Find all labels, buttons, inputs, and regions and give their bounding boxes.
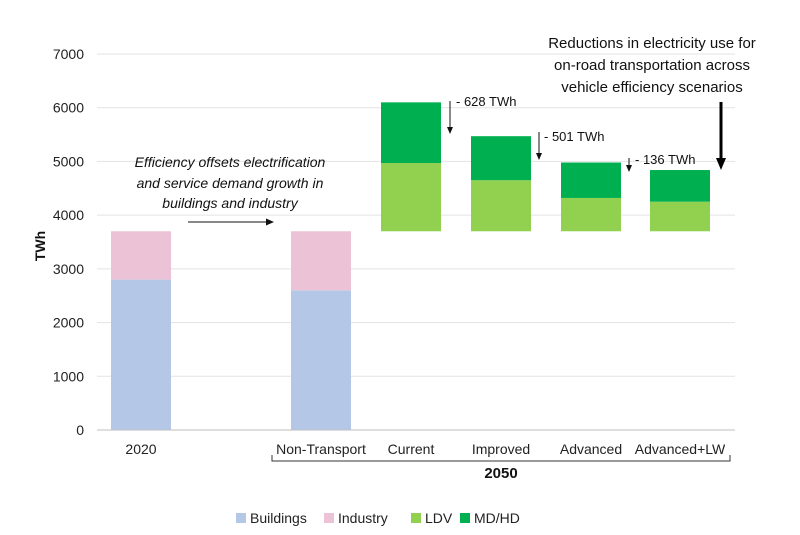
x-category-label: Current [388, 441, 435, 457]
efficiency-annotation: Efficiency offsets electrification and s… [135, 154, 326, 226]
y-tick-label: 1000 [53, 368, 84, 384]
delta-label-1: - 628 TWh [456, 94, 516, 109]
efficiency-line-1: Efficiency offsets electrification [135, 154, 326, 170]
delta-arrow-head-3 [626, 165, 632, 172]
x-category-label: 2020 [125, 441, 156, 457]
legend-swatch [324, 513, 334, 523]
y-tick-label: 5000 [53, 153, 84, 169]
callout-line-1: Reductions in electricity use for [548, 35, 756, 52]
efficiency-arrow-head [266, 218, 274, 226]
bar-ldv-improved [471, 180, 531, 232]
efficiency-line-2: and service demand growth in [137, 175, 324, 191]
y-tick-label: 7000 [53, 46, 84, 62]
bar-ldv-advanced-lw [650, 201, 710, 232]
x-category-label: Improved [472, 441, 530, 457]
bar-md-hd-advanced-lw [650, 170, 710, 202]
y-tick-label: 3000 [53, 261, 84, 277]
x-axis-categories: 2020 Non-Transport Current Improved Advanced… [125, 441, 726, 457]
bar-buildings-non-transport [291, 290, 351, 430]
bar-ldv-advanced [561, 197, 621, 232]
group-label-2050: 2050 [484, 465, 517, 482]
legend-label: LDV [425, 510, 453, 526]
x-category-label: Advanced [560, 441, 622, 457]
delta-label-2: - 501 TWh [544, 129, 604, 144]
bar-md-hd-current [381, 102, 441, 164]
bar-md-hd-advanced [561, 162, 621, 198]
legend-swatch [460, 513, 470, 523]
callout-line-3: vehicle efficiency scenarios [561, 79, 742, 96]
delta-annotations: - 628 TWh - 501 TWh - 136 TWh [447, 94, 695, 172]
delta-label-3: - 136 TWh [635, 152, 695, 167]
group-bracket-2050 [271, 455, 731, 462]
bar-industry-non-transport [291, 231, 351, 291]
bar-md-hd-improved [471, 136, 531, 181]
y-axis-ticks: 0 1000 2000 3000 4000 5000 6000 7000 [53, 46, 84, 438]
bars [111, 102, 710, 430]
callout-annotation: Reductions in electricity use for on-roa… [548, 35, 756, 170]
x-category-label: Advanced+LW [635, 441, 726, 457]
x-category-label: Non-Transport [276, 441, 366, 457]
legend-swatch [411, 513, 421, 523]
callout-line-2: on-road transportation across [554, 57, 750, 74]
delta-arrow-head-1 [447, 127, 453, 134]
callout-arrow-head [716, 158, 726, 170]
y-tick-label: 6000 [53, 100, 84, 116]
legend-label: Industry [338, 510, 388, 526]
delta-arrow-head-2 [536, 153, 542, 160]
y-tick-label: 4000 [53, 207, 84, 223]
legend: Buildings Industry LDV MD/HD [236, 510, 520, 526]
y-axis-label: TWh [32, 231, 48, 261]
legend-swatch [236, 513, 246, 523]
legend-label: MD/HD [474, 510, 520, 526]
legend-label: Buildings [250, 510, 307, 526]
bar-ldv-current [381, 163, 441, 232]
y-tick-label: 0 [76, 422, 84, 438]
efficiency-line-3: buildings and industry [162, 195, 298, 211]
bar-buildings-2020 [111, 279, 171, 430]
bar-industry-2020 [111, 231, 171, 280]
y-tick-label: 2000 [53, 315, 84, 331]
